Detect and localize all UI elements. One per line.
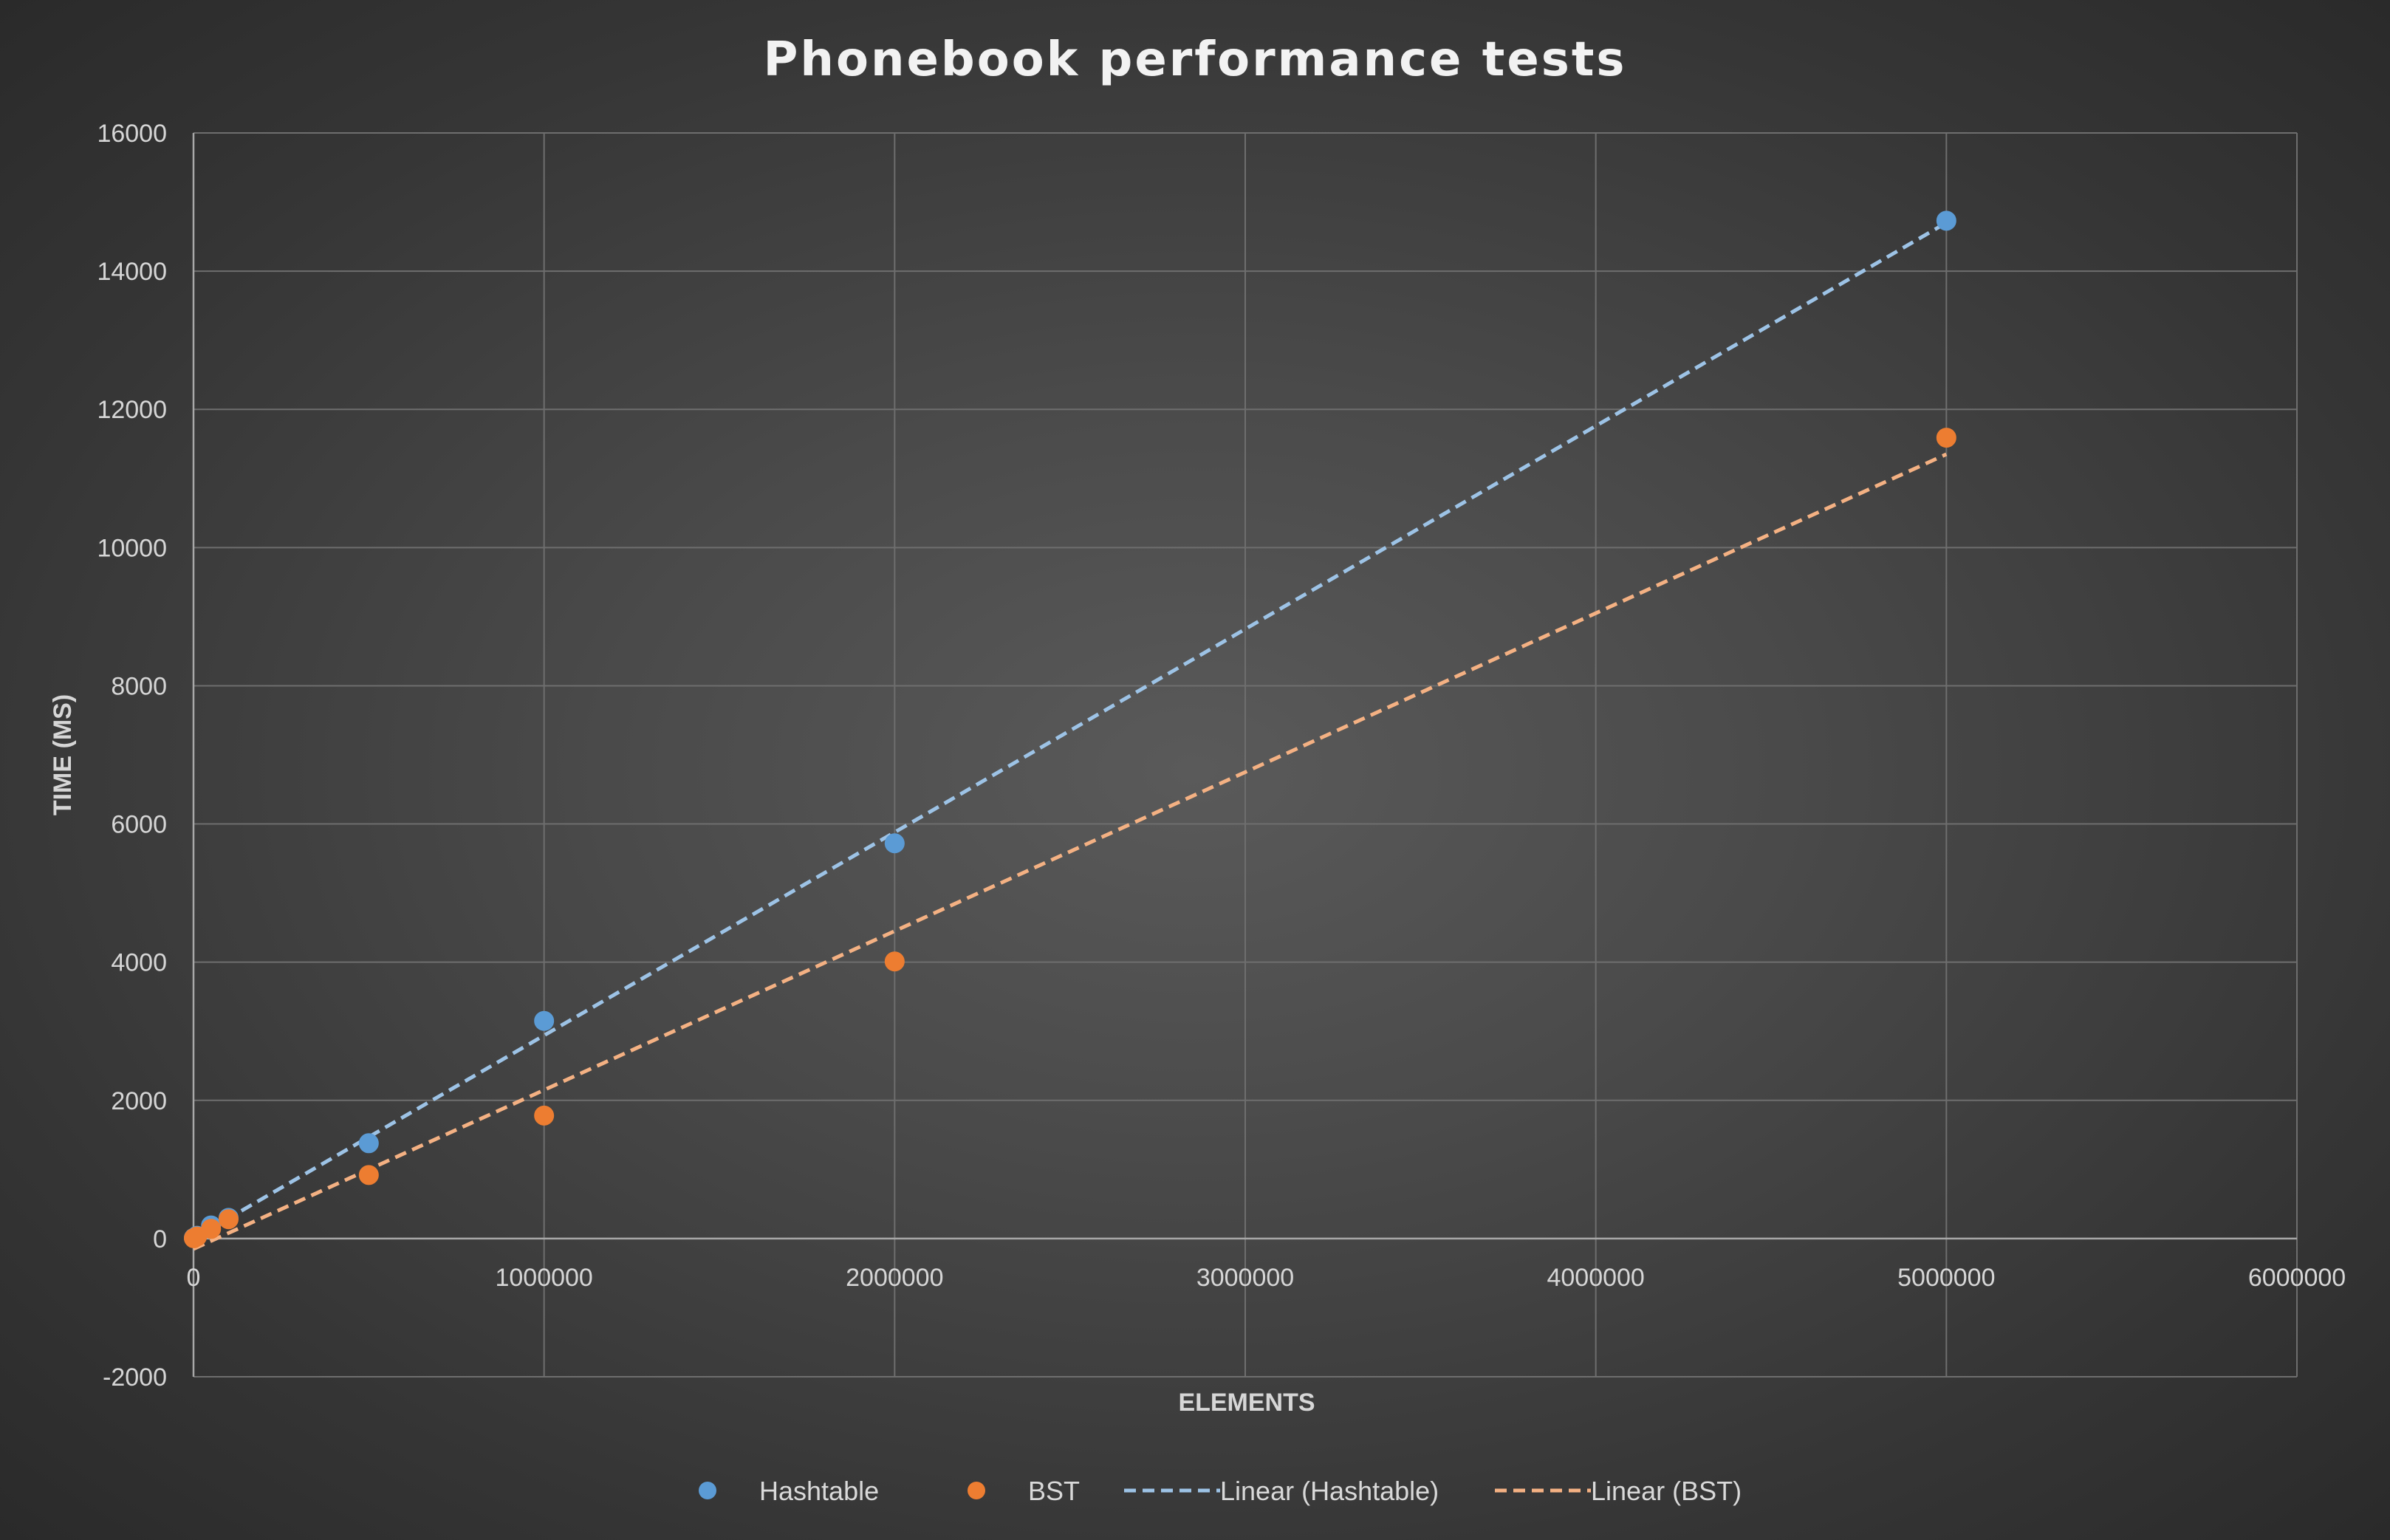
y-tick-label: 10000 (97, 534, 167, 562)
x-axis-title: ELEMENTS (1178, 1389, 1315, 1417)
y-tick-label: 14000 (97, 258, 167, 286)
y-tick-label: 0 (153, 1225, 167, 1253)
point-bst (534, 1105, 555, 1126)
x-tick-label: 5000000 (1897, 1264, 1995, 1292)
y-tick-label: 4000 (111, 949, 167, 977)
trendline-hashtable (192, 221, 1948, 1241)
point-bst (201, 1219, 222, 1239)
legend-marker (699, 1482, 716, 1499)
legend-label: Linear (Hashtable) (1220, 1476, 1439, 1506)
legend-label: Hashtable (759, 1476, 879, 1506)
y-tick-label: -2000 (103, 1363, 167, 1392)
legend-marker (968, 1482, 985, 1499)
trendline-bst (192, 452, 1948, 1251)
x-tick-label: 2000000 (846, 1264, 943, 1292)
legend-label: BST (1028, 1476, 1080, 1506)
y-tick-label: 6000 (111, 811, 167, 839)
point-bst (884, 951, 905, 972)
y-tick-label: 12000 (97, 396, 167, 424)
grid-lines (194, 132, 2298, 1378)
chart-title: Phonebook performance tests (764, 32, 1627, 87)
y-tick-label: 16000 (97, 120, 167, 148)
x-tick-label: 1000000 (495, 1264, 592, 1292)
point-hashtable (884, 833, 905, 854)
point-hashtable (534, 1010, 555, 1031)
tick-labels: -2000 0 2000 4000 6000 8000 10000 12000 14000 160… (97, 120, 2346, 1392)
legend-hashtable: Hashtable (699, 1476, 879, 1506)
point-hashtable (358, 1133, 379, 1154)
point-bst (218, 1209, 239, 1230)
point-hashtable (1936, 211, 1956, 231)
x-tick-label: 6000000 (2248, 1264, 2346, 1292)
point-bst (1936, 428, 1956, 448)
legend-linear-hashtable: Linear (Hashtable) (1124, 1476, 1439, 1506)
point-bst (358, 1165, 379, 1185)
y-tick-label: 8000 (111, 672, 167, 700)
legend-linear-bst: Linear (BST) (1495, 1476, 1742, 1506)
legend: Hashtable BST Linear (Hashtable) Linear (BS… (699, 1476, 1742, 1506)
legend-bst: BST (968, 1476, 1080, 1506)
legend-label: Linear (BST) (1591, 1476, 1742, 1506)
trendlines (192, 221, 1948, 1251)
x-tick-label: 3000000 (1196, 1264, 1294, 1292)
data-points (183, 211, 1956, 1248)
axes (192, 133, 2297, 1377)
y-axis-title: TIME (MS) (49, 694, 77, 815)
y-tick-label: 2000 (111, 1087, 167, 1115)
x-tick-label: 0 (187, 1264, 201, 1292)
x-tick-label: 4000000 (1547, 1264, 1644, 1292)
